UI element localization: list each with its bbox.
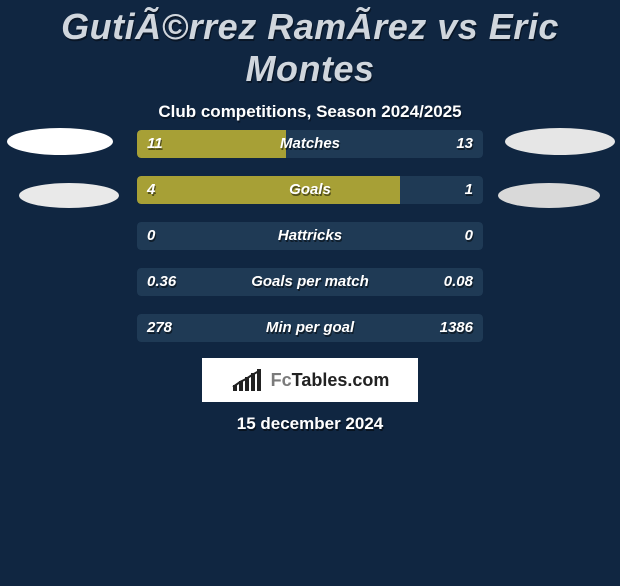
player-marker-right-2 [505,128,615,155]
comparison-chart: 1113Matches 41Goals 00Hattricks 0.360.08Goa… [137,130,483,360]
stat-label: Matches [137,130,483,158]
subtitle: Club competitions, Season 2024/2025 [0,102,620,122]
stat-label: Goals [137,176,483,204]
stat-label: Min per goal [137,314,483,342]
source-badge: FcTables.com [202,358,418,402]
player-marker-left-0 [7,128,113,155]
stat-row-3: 0.360.08Goals per match [137,268,483,296]
stat-row-0: 1113Matches [137,130,483,158]
badge-suffix: Tables.com [292,370,390,390]
player-marker-left-1 [19,183,119,208]
badge-prefix: Fc [271,370,292,390]
stat-label: Hattricks [137,222,483,250]
bar-icon [231,367,265,393]
date-text: 15 december 2024 [0,414,620,434]
stat-row-1: 41Goals [137,176,483,204]
page-title: GutiÃ©rrez RamÃ­rez vs Eric Montes [0,6,620,90]
badge-text: FcTables.com [271,370,390,391]
player-marker-right-3 [498,183,600,208]
stat-row-4: 2781386Min per goal [137,314,483,342]
stat-row-2: 00Hattricks [137,222,483,250]
stat-label: Goals per match [137,268,483,296]
